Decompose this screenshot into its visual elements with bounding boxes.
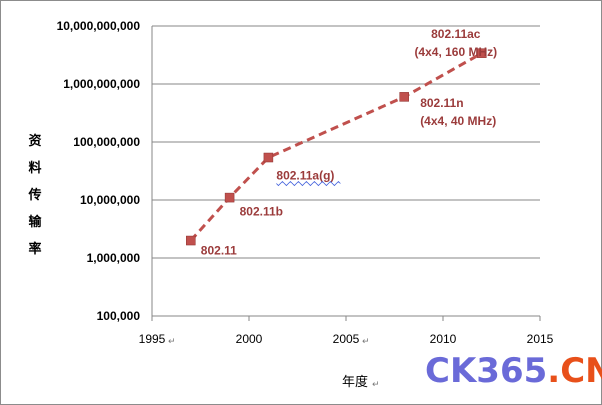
data-label-line: (4x4, 40 MHz) — [420, 114, 496, 128]
y-tick-label: 1,000,000 — [87, 251, 141, 265]
axes — [151, 26, 541, 321]
y-axis-title-char: 传 — [27, 187, 41, 202]
watermark-part1: CK365 — [425, 351, 547, 391]
y-axis-title-char: 输 — [28, 214, 42, 229]
y-tick-label: 1,000,000,000 — [63, 77, 140, 91]
data-point — [186, 235, 196, 246]
x-axis-title: 年度 — [342, 374, 368, 389]
y-tick-label: 10,000,000 — [80, 193, 140, 207]
spellcheck-underline — [276, 180, 341, 187]
paragraph-mark: ↵ — [362, 336, 370, 346]
y-axis-title-char: 资 — [28, 133, 41, 148]
data-point — [263, 152, 274, 163]
gridlines — [152, 25, 540, 259]
data-label: 802.11n (4x4, 40 MHz) — [420, 96, 496, 128]
data-series — [186, 48, 487, 246]
y-tick-label: 100,000 — [97, 309, 141, 323]
watermark-logo: CK365.CN — [425, 351, 602, 391]
data-point — [399, 92, 409, 102]
data-label: 802.11a(g) — [276, 169, 334, 183]
x-tick-label: 2000 — [236, 332, 263, 346]
data-point — [477, 48, 487, 58]
data-label: 802.11b — [240, 205, 283, 219]
x-tick-label: 1995 — [139, 332, 166, 346]
x-tick-labels: 1995 2000 2005 2010 2015 ↵ ↵ — [139, 332, 554, 346]
data-label: 802.11 — [201, 244, 237, 258]
data-point — [224, 192, 235, 203]
y-tick-label: 10,000,000,000 — [57, 19, 141, 33]
data-label-line: 802.11a(g) — [276, 169, 334, 183]
y-tick-label: 100,000,000 — [73, 135, 140, 149]
data-labels: 802.11 802.11b 802.11a(g) 802.11n (4x4, 40 M… — [201, 27, 497, 257]
y-axis-title-char: 料 — [28, 160, 41, 175]
data-label: 802.11ac (4x4, 160 MHz) — [414, 27, 497, 59]
paragraph-mark: ↵ — [168, 336, 176, 346]
series-line — [189, 51, 483, 242]
y-tick-labels: 100,000 1,000,000 10,000,000 100,000,000 1,0… — [57, 19, 141, 323]
x-tick-label: 2010 — [430, 332, 457, 346]
data-label-line: 802.11n — [420, 96, 463, 110]
x-tick-label: 2005 — [333, 332, 360, 346]
paragraph-mark: ↵ — [372, 379, 380, 389]
data-label-line: 802.11 — [201, 244, 237, 258]
y-axis-title-char: 率 — [28, 241, 41, 256]
x-tick-label: 2015 — [527, 332, 554, 346]
watermark-part2: .CN — [547, 351, 602, 391]
data-label-line: 802.11b — [240, 205, 283, 219]
data-label-line: (4x4, 160 MHz) — [414, 45, 497, 59]
data-label-line: 802.11ac — [431, 27, 481, 41]
